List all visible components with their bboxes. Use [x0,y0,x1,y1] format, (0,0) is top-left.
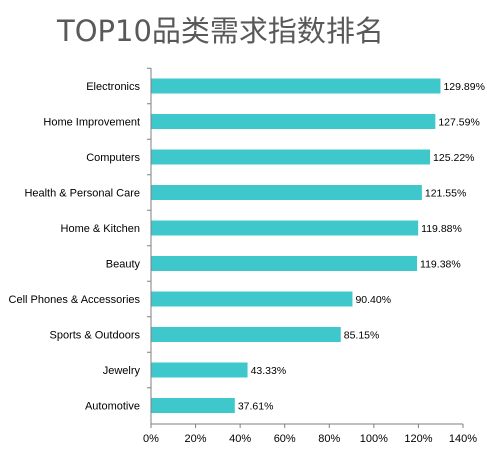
category-label: Electronics [86,81,140,93]
category-label: Health & Personal Care [24,188,140,200]
bar [151,149,431,165]
value-label: 37.61% [238,401,274,413]
x-tick-label: 140% [449,433,477,445]
bar-group [151,78,441,413]
category-label: Home & Kitchen [61,223,140,235]
category-label: Cell Phones & Accessories [9,294,141,306]
category-label: Sports & Outdoors [50,330,141,342]
value-label: 119.88% [421,223,462,235]
x-tick-label: 80% [318,433,340,445]
x-tick-label: 100% [360,433,388,445]
category-label: Beauty [106,259,141,271]
value-label: 125.22% [433,152,474,164]
category-label: Automotive [85,401,140,413]
category-label: Home Improvement [43,117,140,129]
category-label: Computers [86,152,140,164]
bar [151,114,436,129]
bar [151,256,418,271]
value-label: 43.33% [251,365,287,377]
value-label: 127.59% [438,117,479,129]
x-tick-label: 0% [143,433,159,445]
category-labels: Electronics Home Improvement Computers Heal… [9,67,151,413]
x-tick-label: 120% [404,433,432,445]
value-label: 119.38% [420,259,461,271]
x-tick-label: 20% [185,433,207,445]
value-label: 90.40% [355,294,391,306]
value-labels: 129.89% 127.59% 125.22% 121.55% 119.88% 119.3… [238,81,485,413]
value-label: 121.55% [425,188,466,200]
value-label: 129.89% [443,81,484,93]
value-label: 85.15% [344,330,380,342]
bar [151,362,248,378]
x-tick-label: 40% [229,433,251,445]
x-ticks: 0% 20% 40% 60% 80% 100% 120% 140% [143,424,477,445]
bar [151,78,441,94]
x-tick-label: 60% [274,433,296,445]
bar [151,185,422,200]
bar [151,291,353,307]
category-label: Jewelry [103,365,141,377]
bar [151,327,341,342]
bar [151,398,235,413]
bar [151,220,419,236]
chart-title: TOP10品类需求指数排名 [56,14,384,48]
